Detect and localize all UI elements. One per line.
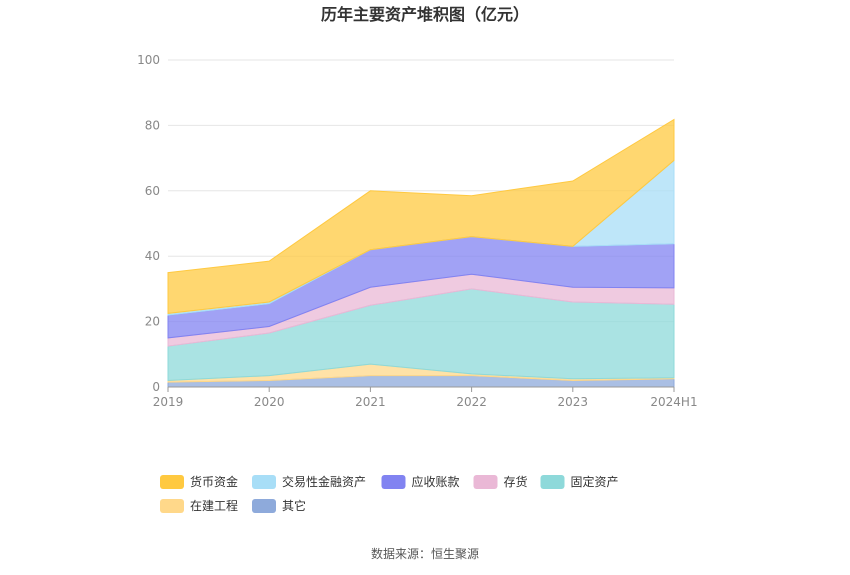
- legend-swatch: [540, 475, 565, 489]
- x-tick-label: 2021: [355, 395, 386, 409]
- legend-label: 固定资产: [571, 474, 619, 489]
- x-tick-label: 2019: [153, 395, 184, 409]
- data-source: 数据来源：恒生聚源: [371, 546, 479, 561]
- legend-label: 其它: [282, 498, 306, 513]
- legend-item[interactable]: 货币资金: [160, 474, 238, 489]
- legend-item[interactable]: 交易性金融资产: [252, 474, 366, 489]
- legend-item[interactable]: 应收账款: [381, 474, 460, 489]
- area-货币资金: [167, 118, 675, 314]
- y-tick-label: 60: [145, 184, 160, 198]
- legend-swatch: [381, 475, 406, 489]
- chart-title: 历年主要资产堆积图（亿元）: [321, 5, 529, 24]
- legend-label: 在建工程: [190, 498, 238, 513]
- legend-swatch: [160, 475, 184, 489]
- x-tick-label: 2020: [254, 395, 285, 409]
- legend-swatch: [473, 475, 498, 489]
- legend-label: 存货: [504, 474, 528, 489]
- y-tick-label: 0: [152, 380, 160, 394]
- series-areas: [167, 118, 675, 388]
- legend-item[interactable]: 存货: [473, 474, 528, 489]
- legend-label: 交易性金融资产: [282, 474, 366, 489]
- x-tick-label: 2023: [558, 395, 589, 409]
- x-tick-label: 2022: [456, 395, 487, 409]
- legend-label: 货币资金: [190, 474, 238, 489]
- y-tick-label: 20: [145, 315, 160, 329]
- legend-item[interactable]: 其它: [252, 498, 306, 513]
- legend-label: 应收账款: [412, 474, 460, 489]
- x-axis-ticks: 2019 2020 2021 2022 2023 2024H1: [153, 387, 698, 409]
- legend-item[interactable]: 固定资产: [540, 474, 619, 489]
- y-axis-ticks: 0 20 40 60 80 100: [137, 53, 160, 394]
- legend-swatch: [252, 475, 276, 489]
- legend-swatch: [160, 499, 184, 513]
- y-tick-label: 80: [145, 118, 160, 132]
- legend-swatch: [252, 499, 276, 513]
- y-tick-label: 40: [145, 249, 160, 263]
- x-tick-label: 2024H1: [650, 395, 697, 409]
- y-tick-label: 100: [137, 53, 160, 67]
- legend-item[interactable]: 在建工程: [160, 498, 238, 513]
